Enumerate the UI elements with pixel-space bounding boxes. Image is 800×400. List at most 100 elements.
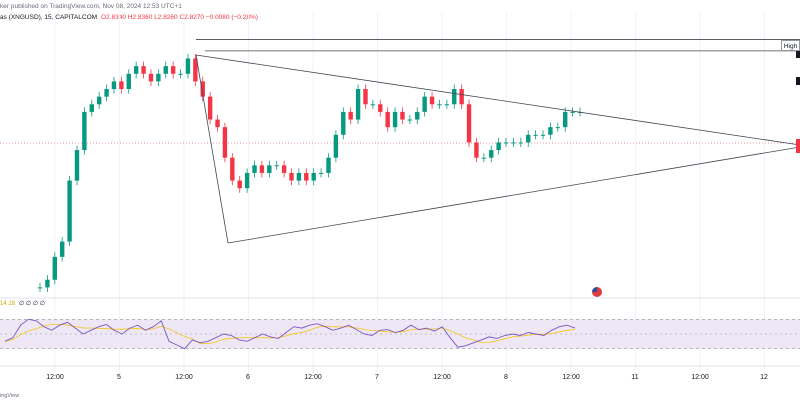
ohlc-values: O2.8340 H2.8360 L2.8260 C2.8270 −0.0080 … (101, 14, 258, 21)
rsi-legend: 14 28 ∅ ∅ ∅ ∅ (0, 300, 45, 307)
candle-body (304, 172, 309, 181)
candle-body (37, 287, 43, 289)
resistance-trendline[interactable] (195, 54, 800, 146)
candle-body (96, 96, 102, 105)
candle-body (378, 104, 383, 112)
rsi-params: 14 28 (0, 301, 16, 307)
candle-body (415, 111, 420, 120)
time-tick-label: 12:00 (691, 374, 709, 381)
candle-body (141, 66, 146, 74)
candle-body (422, 96, 427, 112)
candle-body (163, 66, 168, 74)
candle-body (496, 142, 501, 151)
candle-body (126, 73, 131, 90)
symbol-name[interactable]: as (XNGUSD), 15, CAPITALCOM (0, 14, 98, 21)
candle-body (281, 165, 287, 173)
candle-body (540, 134, 546, 136)
footer-brand: ingView (0, 393, 20, 399)
candle-body (178, 73, 183, 75)
time-tick-label: 12:00 (433, 374, 451, 381)
author-line: ker published on TradingView.com, Nov 08… (0, 3, 182, 10)
candle-body (511, 142, 516, 144)
candle-body (82, 111, 87, 151)
candle-body (52, 256, 57, 280)
candle-body (503, 142, 509, 144)
candle-body (267, 165, 272, 173)
candle-body (444, 104, 450, 106)
candle-body (326, 157, 331, 173)
candle-body (318, 172, 324, 174)
candle-body (148, 73, 154, 82)
candle-body (185, 58, 191, 74)
rsi-ma-line (4, 324, 576, 344)
time-tick-label: 6 (246, 374, 250, 381)
time-tick-label: 12:00 (562, 374, 580, 381)
candle-body (555, 127, 561, 129)
candle-body (215, 119, 220, 128)
candle-body (481, 157, 487, 159)
candle-body (548, 127, 553, 135)
candle-body (400, 111, 405, 120)
candle-body (341, 111, 346, 135)
symbol-legend: as (XNGUSD), 15, CAPITALCOM O2.8340 H2.83… (0, 14, 258, 21)
candle-body (474, 142, 479, 158)
time-tick-label: 12:00 (175, 374, 193, 381)
rsi-values: ∅ ∅ ∅ ∅ (19, 301, 45, 307)
candle-body (133, 66, 139, 74)
time-tick-label: 12:00 (304, 374, 322, 381)
candle-body (259, 165, 265, 173)
candle-body (459, 89, 464, 105)
candle-body (119, 81, 124, 90)
us-flag-icon[interactable] (592, 287, 602, 297)
candle-body (222, 127, 228, 158)
candle-body (452, 89, 457, 105)
candle-body (429, 96, 435, 105)
candle-body (370, 104, 376, 106)
support-trendline[interactable] (227, 146, 800, 244)
candle-body (59, 241, 65, 257)
candle-body (489, 150, 494, 158)
candle-body (45, 279, 50, 288)
candle-body (526, 134, 531, 143)
candle-body (363, 89, 368, 105)
candle-body (89, 104, 94, 112)
time-tick-label: 7 (375, 374, 379, 381)
candle-body (274, 165, 279, 167)
candle-body (348, 111, 353, 120)
candle-body (407, 119, 413, 121)
chart-header: ker published on TradingView.com, Nov 08… (0, 0, 800, 12)
candle-body (244, 172, 250, 189)
axis-marker-price (796, 139, 800, 153)
high-label: High (781, 40, 800, 51)
rsi-line (4, 318, 576, 350)
candle-body (533, 134, 538, 136)
candle-body (104, 89, 109, 97)
candle-body (563, 111, 568, 128)
time-tick-label: 5 (117, 374, 121, 381)
candle-body (252, 165, 257, 173)
candle-body (74, 150, 80, 181)
candle-body (296, 172, 302, 181)
candle-body (518, 142, 524, 144)
axis-marker-high (796, 50, 800, 58)
axis-marker-level (796, 77, 800, 85)
candle-body (466, 104, 472, 143)
candle-body (193, 58, 198, 82)
candle-body (311, 172, 316, 181)
candle-body (156, 73, 161, 82)
time-tick-label: 8 (504, 374, 508, 381)
candle-body (385, 111, 390, 128)
candle-body (289, 172, 294, 181)
candle-body (207, 96, 213, 120)
triangle-side[interactable] (195, 54, 229, 244)
candle-body (111, 81, 117, 90)
candle-body (67, 180, 72, 242)
candle-body (230, 157, 235, 181)
candle-body (170, 66, 176, 74)
candle-body (392, 111, 398, 128)
candle-body (333, 134, 339, 158)
candle-body (570, 111, 575, 113)
time-tick-label: 11 (631, 374, 638, 381)
candle-body (437, 104, 442, 106)
